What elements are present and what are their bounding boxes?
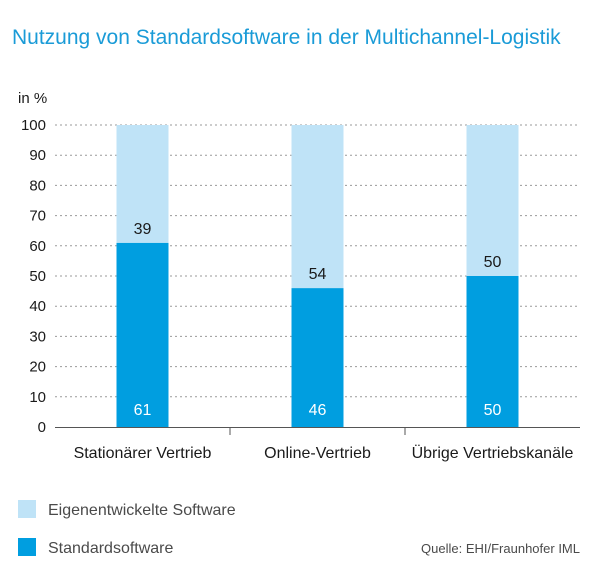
y-axis-unit: in % bbox=[18, 90, 47, 107]
y-axis-ticks: 0 10 20 30 40 50 60 70 80 90 100 bbox=[21, 117, 46, 436]
y-tick-label: 10 bbox=[29, 389, 46, 406]
y-tick-label: 50 bbox=[29, 268, 46, 285]
bar-eigenentwickelte-software bbox=[116, 125, 169, 243]
data-label-standardsoftware: 61 bbox=[134, 402, 152, 419]
bar-standardsoftware bbox=[466, 276, 519, 427]
y-tick-label: 80 bbox=[29, 177, 46, 194]
x-axis: Stationärer Vertrieb Online-Vertrieb Übrig… bbox=[55, 427, 580, 462]
data-label-standardsoftware: 46 bbox=[309, 402, 327, 419]
chart-title: Nutzung von Standardsoftware in der Mult… bbox=[12, 26, 561, 49]
legend: Eigenentwickelte Software Standardsoftwar… bbox=[18, 500, 236, 557]
legend-swatch bbox=[18, 538, 36, 556]
category-label: Stationärer Vertrieb bbox=[74, 445, 212, 462]
y-tick-label: 40 bbox=[29, 298, 46, 315]
y-tick-label: 70 bbox=[29, 208, 46, 225]
y-tick-label: 60 bbox=[29, 238, 46, 255]
bar-eigenentwickelte-software bbox=[466, 125, 519, 276]
bars: 61 39 46 54 50 50 bbox=[116, 125, 519, 427]
bar-eigenentwickelte-software bbox=[291, 125, 344, 289]
legend-label: Standardsoftware bbox=[48, 540, 174, 557]
y-tick-label: 90 bbox=[29, 147, 46, 164]
category-label: Übrige Vertriebskanäle bbox=[412, 444, 574, 462]
y-tick-label: 100 bbox=[21, 117, 46, 134]
legend-label: Eigenentwickelte Software bbox=[48, 502, 236, 519]
data-label-eigenentwickelte-software: 54 bbox=[309, 266, 327, 283]
data-label-eigenentwickelte-software: 50 bbox=[484, 254, 502, 271]
category-label: Online-Vertrieb bbox=[264, 445, 371, 462]
y-tick-label: 0 bbox=[38, 419, 46, 436]
y-tick-label: 20 bbox=[29, 359, 46, 376]
legend-swatch bbox=[18, 500, 36, 518]
data-label-standardsoftware: 50 bbox=[484, 402, 502, 419]
y-tick-label: 30 bbox=[29, 328, 46, 345]
source-note: Quelle: EHI/Fraunhofer IML bbox=[421, 541, 580, 556]
bar-standardsoftware bbox=[116, 242, 169, 427]
data-label-eigenentwickelte-software: 39 bbox=[134, 221, 152, 238]
bar-standardsoftware bbox=[291, 288, 344, 427]
